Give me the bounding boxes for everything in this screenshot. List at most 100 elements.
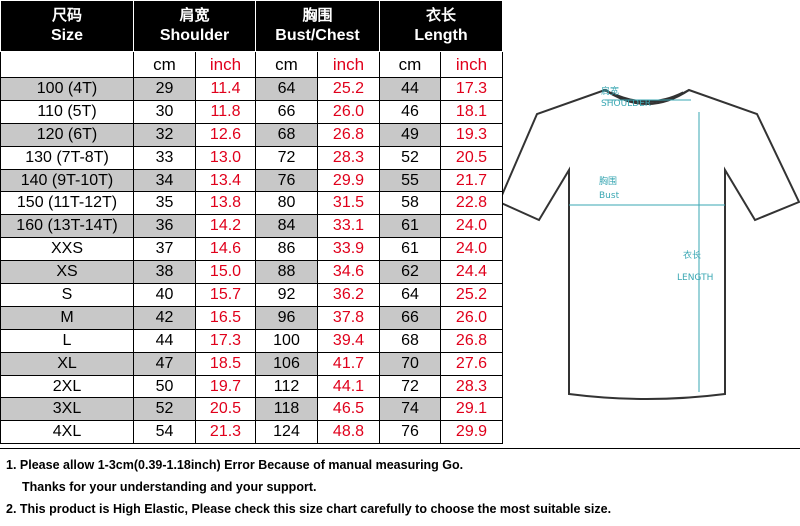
cm-value: 84 [255, 214, 318, 239]
cm-value: 118 [255, 397, 318, 422]
cm-value: 86 [255, 237, 318, 262]
cm-value: 66 [255, 99, 318, 124]
inch-value: 27.6 [440, 351, 503, 376]
inch-value: 28.3 [440, 374, 503, 399]
cm-value: 44 [133, 328, 196, 353]
header-shoulder-zh: 肩宽 [179, 7, 210, 24]
inch-value: 26.8 [440, 328, 503, 353]
cm-value: 76 [255, 168, 318, 193]
table-row: 160 (13T-14T) 36 14.2 84 33.1 61 24.0 [0, 214, 503, 239]
table-row: 150 (11T-12T) 35 13.8 80 31.5 58 22.8 [0, 191, 503, 216]
cm-value: 52 [379, 145, 441, 170]
inch-value: 25.2 [317, 77, 380, 101]
cm-value: 35 [133, 191, 196, 216]
unit-inch: inch [195, 51, 256, 78]
cm-value: 92 [255, 283, 318, 307]
table-row: XXS 37 14.6 86 33.9 61 24.0 [0, 237, 503, 262]
shoulder-label-en: SHOULDER [601, 99, 651, 109]
note-1-continued: Thanks for your understanding and your s… [22, 480, 317, 494]
cm-value: 54 [133, 420, 196, 445]
cm-value: 70 [379, 351, 441, 376]
size-table-body: cm inch cm inch cm inch 100 (4T) 29 11.4 64… [0, 51, 503, 445]
table-row: 130 (7T-8T) 33 13.0 72 28.3 52 20.5 [0, 145, 503, 170]
inch-value: 11.8 [195, 99, 256, 124]
cm-value: 76 [379, 420, 441, 445]
size-label: 140 (9T-10T) [0, 168, 134, 193]
inch-value: 13.4 [195, 168, 256, 193]
size-label: M [0, 305, 134, 330]
cm-value: 72 [255, 145, 318, 170]
inch-value: 26.8 [317, 122, 380, 147]
header-length-zh: 衣长 [425, 7, 456, 24]
size-label: 4XL [0, 420, 134, 445]
units-blank [0, 51, 134, 78]
cm-value: 44 [379, 77, 441, 101]
table-row: 110 (5T) 30 11.8 66 26.0 46 18.1 [0, 99, 503, 124]
size-label: 3XL [0, 397, 134, 422]
inch-value: 17.3 [440, 77, 503, 101]
table-row: 3XL 52 20.5 118 46.5 74 29.1 [0, 397, 503, 422]
header-size-en: Size [50, 27, 83, 44]
cm-value: 61 [379, 214, 441, 239]
cm-value: 80 [255, 191, 318, 216]
cm-value: 64 [255, 77, 318, 101]
header-length: 衣长 Length [379, 0, 503, 52]
inch-value: 21.3 [195, 420, 256, 445]
inch-value: 29.9 [440, 420, 503, 445]
inch-value: 24.0 [440, 237, 503, 262]
cm-value: 124 [255, 420, 318, 445]
inch-value: 46.5 [317, 397, 380, 422]
note-2: 2. This product is High Elastic, Please … [6, 502, 612, 516]
table-row: L 44 17.3 100 39.4 68 26.8 [0, 328, 503, 353]
inch-value: 33.1 [317, 214, 380, 239]
cm-value: 52 [133, 397, 196, 422]
cm-value: 30 [133, 99, 196, 124]
cm-value: 68 [379, 328, 441, 353]
header-bust-en: Bust/Chest [275, 27, 360, 44]
cm-value: 64 [379, 283, 441, 307]
tshirt-diagram: 肩宽 SHOULDER 胸围 Bust 衣长 LENGTH [497, 52, 800, 448]
cm-value: 74 [379, 397, 441, 422]
cm-value: 36 [133, 214, 196, 239]
cm-value: 29 [133, 77, 196, 101]
inch-value: 18.5 [195, 351, 256, 376]
inch-value: 25.2 [440, 283, 503, 307]
length-label-en: LENGTH [677, 273, 713, 283]
inch-value: 14.2 [195, 214, 256, 239]
inch-value: 20.5 [195, 397, 256, 422]
inch-value: 33.9 [317, 237, 380, 262]
cm-value: 49 [379, 122, 441, 147]
inch-value: 34.6 [317, 260, 380, 285]
cm-value: 96 [255, 305, 318, 330]
shoulder-label-zh: 肩宽 [601, 85, 619, 97]
cm-value: 47 [133, 351, 196, 376]
cm-value: 46 [379, 99, 441, 124]
header-bust: 胸围 Bust/Chest [255, 0, 380, 52]
inch-value: 21.7 [440, 168, 503, 193]
inch-value: 11.4 [195, 77, 256, 101]
table-row: 4XL 54 21.3 124 48.8 76 29.9 [0, 420, 503, 445]
cm-value: 88 [255, 260, 318, 285]
inch-value: 24.4 [440, 260, 503, 285]
inch-value: 18.1 [440, 99, 503, 124]
inch-value: 36.2 [317, 283, 380, 307]
size-label: XXS [0, 237, 134, 262]
note-1: 1. Please allow 1-3cm(0.39-1.18inch) Err… [6, 458, 464, 472]
cm-value: 58 [379, 191, 441, 216]
table-row: XL 47 18.5 106 41.7 70 27.6 [0, 351, 503, 376]
inch-value: 22.8 [440, 191, 503, 216]
inch-value: 44.1 [317, 374, 380, 399]
cm-value: 112 [255, 374, 318, 399]
size-label: 110 (5T) [0, 99, 134, 124]
inch-value: 26.0 [317, 99, 380, 124]
table-row: XS 38 15.0 88 34.6 62 24.4 [0, 260, 503, 285]
size-label: 150 (11T-12T) [0, 191, 134, 216]
notes-section: 1. Please allow 1-3cm(0.39-1.18inch) Err… [0, 448, 800, 526]
unit-inch: inch [317, 51, 380, 78]
inch-value: 15.7 [195, 283, 256, 307]
inch-value: 13.8 [195, 191, 256, 216]
header-shoulder: 肩宽 Shoulder [133, 0, 256, 52]
cm-value: 42 [133, 305, 196, 330]
bust-label-zh: 胸围 [599, 175, 617, 187]
size-label: 120 (6T) [0, 122, 134, 147]
